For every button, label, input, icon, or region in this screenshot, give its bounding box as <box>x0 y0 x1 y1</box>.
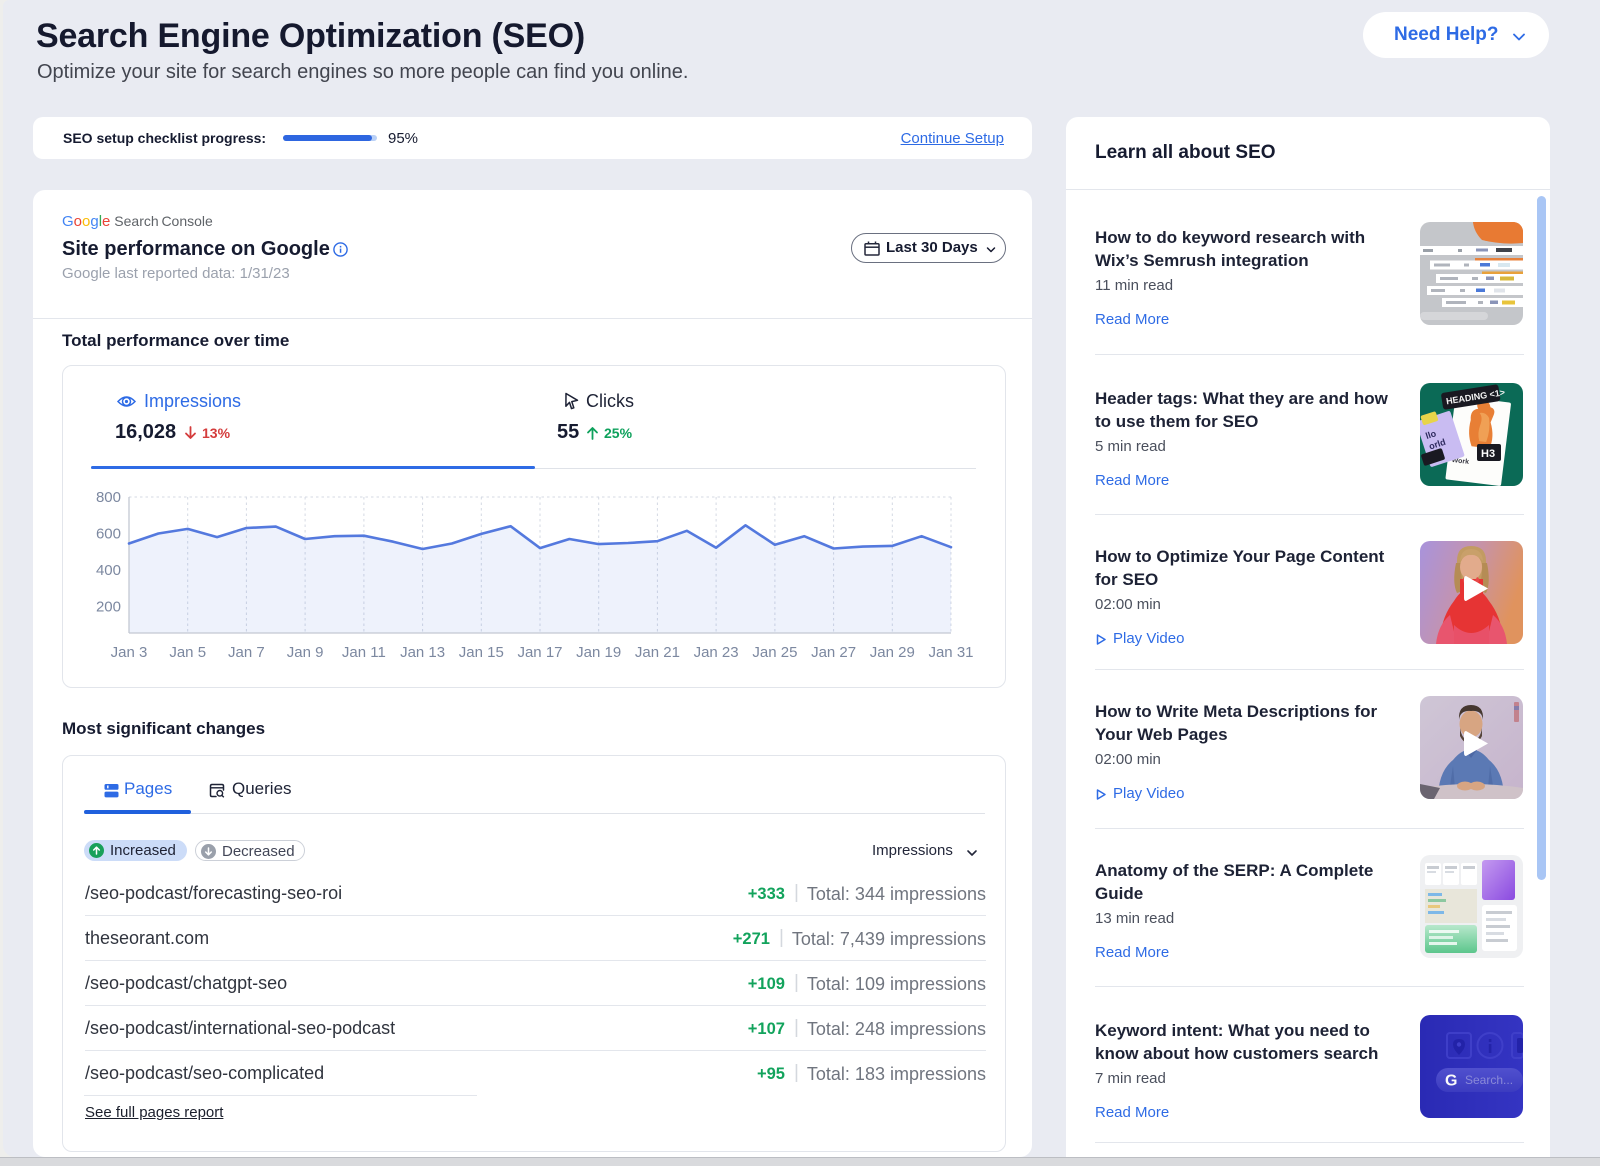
svg-text:Jan 3: Jan 3 <box>111 644 148 661</box>
svg-text:400: 400 <box>96 562 121 579</box>
svg-text:800: 800 <box>96 489 121 506</box>
svg-text:Jan 31: Jan 31 <box>928 644 973 661</box>
svg-text:Jan 17: Jan 17 <box>517 644 562 661</box>
svg-text:Jan 21: Jan 21 <box>635 644 680 661</box>
svg-text:Work: Work <box>1451 457 1469 466</box>
svg-text:Search...: Search... <box>1465 1073 1513 1087</box>
svg-text:Jan 15: Jan 15 <box>459 644 504 661</box>
svg-text:G: G <box>1445 1073 1457 1090</box>
svg-text:Jan 29: Jan 29 <box>870 644 915 661</box>
svg-text:orld: orld <box>1428 437 1447 452</box>
svg-text:Jan 19: Jan 19 <box>576 644 621 661</box>
svg-text:Jan 25: Jan 25 <box>752 644 797 661</box>
svg-text:Jan 5: Jan 5 <box>169 644 206 661</box>
svg-text:H3: H3 <box>1481 448 1495 460</box>
svg-text:600: 600 <box>96 526 121 543</box>
svg-text:Jan 11: Jan 11 <box>342 644 386 661</box>
svg-text:200: 200 <box>96 599 121 616</box>
svg-text:llo: llo <box>1424 428 1438 441</box>
svg-text:Jan 9: Jan 9 <box>287 644 324 661</box>
svg-text:Jan 27: Jan 27 <box>811 644 856 661</box>
svg-text:Jan 13: Jan 13 <box>400 644 445 661</box>
svg-text:Jan 7: Jan 7 <box>228 644 265 661</box>
svg-text:Jan 23: Jan 23 <box>694 644 739 661</box>
